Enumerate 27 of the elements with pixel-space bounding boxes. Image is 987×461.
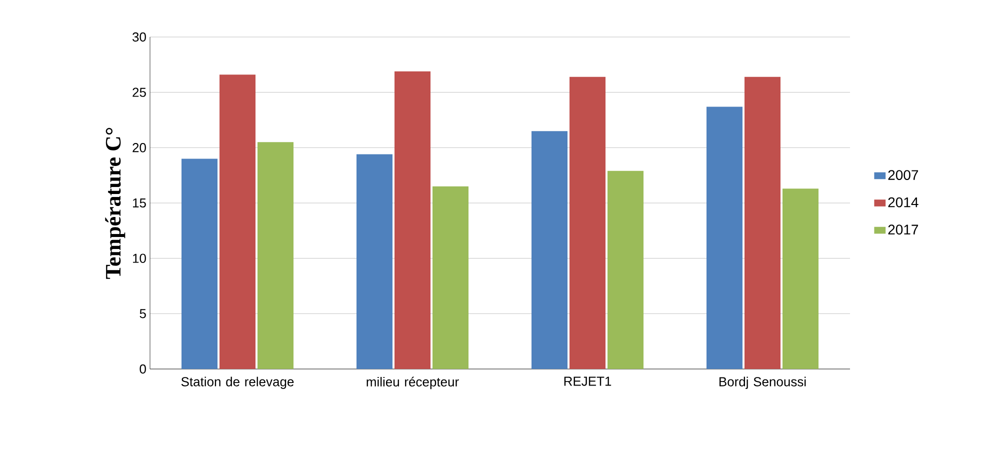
bar [432, 186, 469, 369]
bar [182, 158, 218, 369]
x-tick-label: REJET1 [564, 376, 612, 386]
bar [706, 106, 743, 369]
bar [570, 76, 606, 369]
y-tick-label: 20 [132, 143, 146, 152]
bar [608, 170, 644, 369]
bar [782, 188, 819, 369]
y-tick-label: 25 [132, 88, 146, 97]
legend-label: 2007 [888, 170, 918, 180]
y-tick-label: 5 [140, 309, 146, 318]
bar [744, 76, 781, 369]
y-tick-label: 15 [133, 198, 146, 208]
y-axis-title: Température C° [105, 128, 126, 279]
bar [394, 71, 431, 369]
bar [220, 74, 256, 369]
bar [356, 154, 393, 369]
x-tick-label: milieu récepteur [366, 376, 459, 390]
bar [532, 131, 568, 369]
bar [258, 142, 294, 369]
y-tick-label: 10 [133, 254, 146, 263]
x-tick-label: Station de relevage [181, 376, 294, 389]
y-tick-label: 0 [140, 364, 146, 374]
x-tick-label: Bordj Senoussi [719, 376, 806, 389]
legend-label: 2017 [888, 224, 918, 235]
y-tick-label: 30 [132, 32, 146, 42]
legend-label: 2014 [888, 197, 918, 208]
